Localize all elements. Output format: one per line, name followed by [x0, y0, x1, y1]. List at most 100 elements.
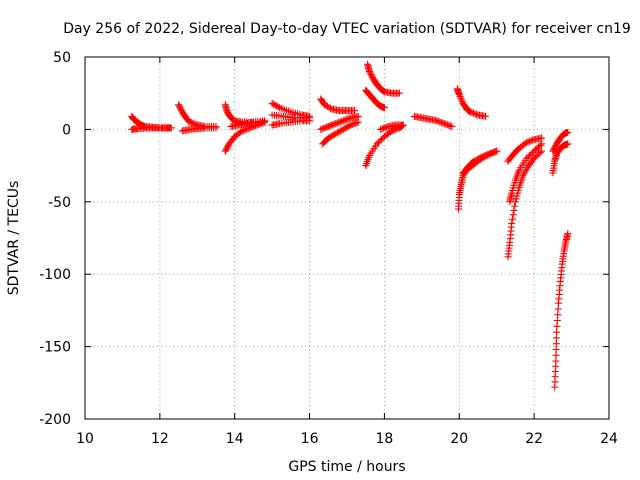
series-arc19: [453, 85, 489, 120]
data-point: [526, 137, 534, 145]
data-point: [350, 120, 358, 128]
data-point: [549, 147, 557, 155]
data-point: [532, 146, 540, 154]
data-point: [491, 148, 499, 156]
data-point: [458, 98, 466, 106]
data-point: [485, 150, 493, 158]
data-point: [436, 118, 444, 126]
data-point: [373, 140, 381, 148]
data-point: [479, 153, 487, 161]
data-point: [223, 144, 231, 152]
data-point: [527, 150, 535, 158]
data-point: [367, 70, 375, 78]
data-point: [458, 96, 466, 104]
data-point: [473, 110, 481, 118]
data-point: [274, 103, 282, 111]
data-point: [399, 121, 407, 129]
data-point: [467, 108, 475, 116]
data-point: [521, 140, 529, 148]
data-point: [237, 128, 245, 136]
data-point: [330, 131, 338, 139]
series-arc11: [317, 95, 358, 115]
data-point: [446, 122, 454, 130]
data-point: [379, 87, 387, 95]
data-point: [323, 123, 331, 131]
series-arc13: [319, 118, 362, 148]
data-point: [332, 130, 340, 138]
y-tick-label: -50: [48, 195, 71, 211]
data-point: [250, 122, 258, 130]
data-point: [321, 124, 329, 132]
data-point: [246, 124, 254, 132]
data-point: [508, 215, 516, 223]
data-point: [514, 186, 522, 194]
data-point: [341, 125, 349, 133]
data-point: [533, 151, 541, 159]
data-point: [241, 126, 249, 134]
data-point: [374, 138, 382, 146]
data-point: [481, 153, 489, 161]
data-point: [513, 192, 521, 200]
data-point: [523, 154, 531, 162]
data-point: [350, 107, 358, 115]
data-point: [366, 69, 374, 77]
data-point: [471, 110, 479, 118]
data-point: [380, 104, 388, 112]
data-point: [391, 126, 399, 134]
data-point: [324, 123, 332, 131]
data-point: [440, 120, 448, 128]
data-point: [564, 128, 572, 136]
series-arc27: [551, 230, 572, 391]
data-point: [455, 91, 463, 99]
data-point: [324, 134, 332, 142]
data-point: [327, 132, 335, 140]
data-points: [128, 60, 572, 391]
data-point: [376, 137, 384, 145]
data-point: [442, 120, 450, 128]
data-point: [484, 151, 492, 159]
data-point: [490, 148, 498, 156]
plot-frame: [84, 56, 610, 420]
data-point: [259, 119, 267, 127]
data-point: [368, 72, 376, 80]
data-point: [524, 138, 532, 146]
data-point: [321, 101, 329, 109]
data-point: [523, 138, 531, 146]
axis-ticks: [84, 56, 610, 420]
data-point: [443, 121, 451, 129]
data-point: [221, 147, 229, 155]
data-point: [347, 121, 355, 129]
data-point: [336, 118, 344, 126]
data-point: [354, 118, 362, 126]
data-point: [511, 202, 519, 210]
data-point: [243, 125, 251, 133]
data-point: [389, 126, 397, 134]
data-point: [224, 143, 232, 151]
x-tick-label: 20: [450, 431, 468, 447]
data-point: [335, 128, 343, 136]
data-point: [345, 122, 353, 130]
data-point: [175, 101, 183, 109]
data-point: [530, 154, 538, 162]
data-point: [326, 122, 334, 130]
data-point: [378, 125, 386, 133]
data-point: [261, 118, 269, 126]
data-point: [353, 119, 361, 127]
data-point: [465, 107, 473, 115]
data-point: [526, 151, 534, 159]
data-point: [439, 119, 447, 127]
data-point: [386, 128, 394, 136]
data-point: [167, 124, 175, 132]
data-point: [383, 123, 391, 131]
data-point: [253, 121, 261, 129]
data-point: [377, 125, 385, 133]
data-point: [365, 67, 373, 75]
data-point: [176, 104, 184, 112]
series-arc17: [377, 121, 407, 133]
data-point: [493, 147, 501, 155]
data-point: [344, 123, 352, 131]
x-tick-label: 18: [376, 431, 394, 447]
x-tick-label: 24: [600, 431, 618, 447]
y-axis-label: SDTVAR / TECUs: [6, 181, 22, 296]
